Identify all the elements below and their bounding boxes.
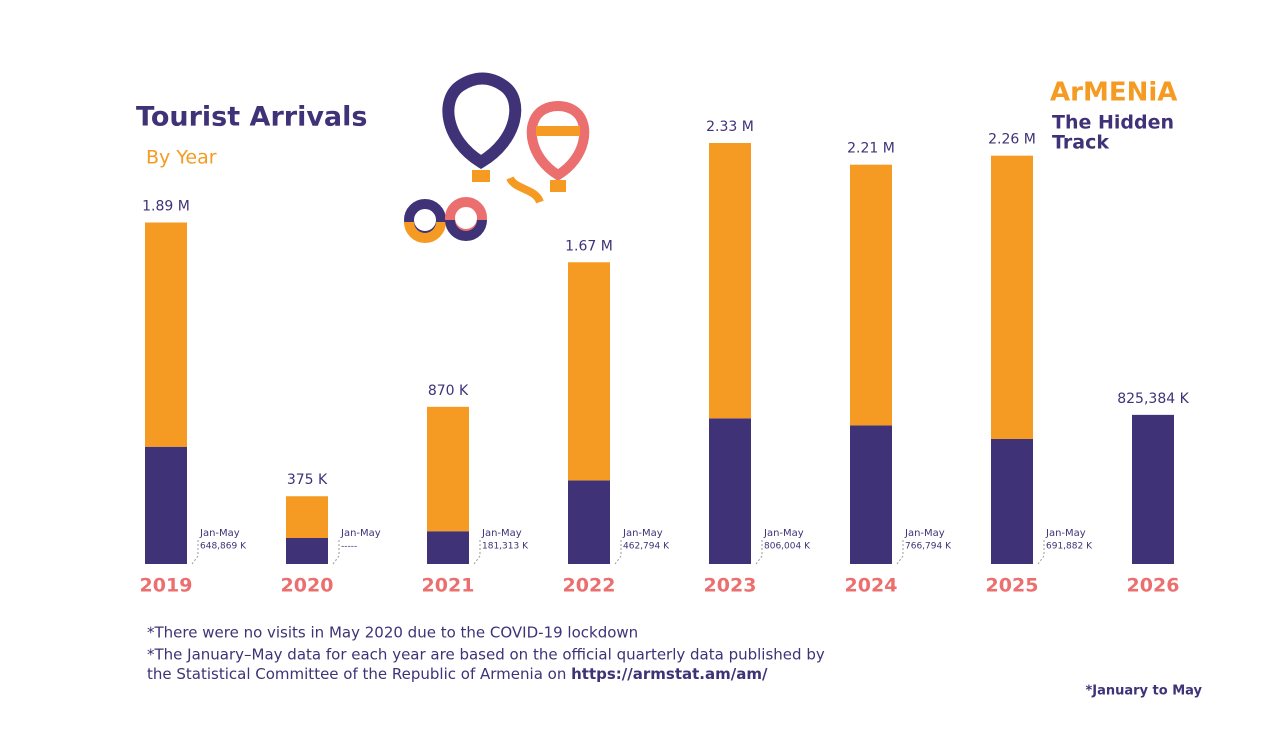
- year-label: 2025: [986, 575, 1039, 597]
- leader-line: [614, 538, 622, 565]
- value-label: 648,869 K: [200, 542, 247, 552]
- chart-subtitle: By Year: [146, 147, 217, 169]
- bar-segment: [145, 222, 187, 447]
- leader-line: [191, 538, 199, 565]
- total-label: 2.21 M: [847, 141, 895, 157]
- bar-segment: [850, 164, 892, 426]
- bar-segment: [709, 418, 751, 564]
- bar-segment: [1132, 414, 1174, 564]
- value-label: -----: [341, 542, 357, 552]
- bar-segment: [568, 480, 610, 564]
- note: *There were no visits in May 2020 due to…: [147, 624, 638, 642]
- value-label: 691,882 K: [1046, 542, 1093, 552]
- bar-segment: [709, 143, 751, 419]
- total-label: 2.26 M: [988, 132, 1036, 148]
- value-label: 181,313 K: [482, 542, 529, 552]
- chart-title: Tourist Arrivals: [136, 102, 367, 133]
- year-label: 2021: [422, 575, 475, 597]
- leader-line: [1037, 538, 1045, 565]
- year-label: 2026: [1127, 575, 1180, 597]
- note: *The January–May data for each year are …: [147, 646, 825, 664]
- bar-segment: [991, 155, 1033, 439]
- series-label: Jan-May: [199, 528, 240, 539]
- bar-segment: [427, 406, 469, 532]
- bar-segment: [145, 446, 187, 564]
- series-label: Jan-May: [763, 528, 804, 539]
- total-label: 825,384 K: [1117, 391, 1189, 407]
- leader-line: [896, 538, 904, 565]
- year-label: 2022: [563, 575, 616, 597]
- year-label: 2019: [140, 575, 193, 597]
- total-label: 1.89 M: [142, 199, 190, 215]
- brand-tagline: The Hidden: [1052, 112, 1174, 134]
- total-label: 870 K: [428, 383, 469, 399]
- bar-segment: [286, 496, 328, 538]
- brand-tagline: Track: [1052, 132, 1109, 154]
- value-label: 462,794 K: [623, 542, 670, 552]
- bar-segment: [850, 425, 892, 564]
- footnote: *January to May: [1085, 684, 1202, 699]
- value-label: 806,004 K: [764, 542, 811, 552]
- year-label: 2023: [704, 575, 757, 597]
- balloon-decoration: [404, 72, 590, 243]
- year-label: 2020: [281, 575, 334, 597]
- series-label: Jan-May: [340, 528, 381, 539]
- bar-segment: [286, 537, 328, 564]
- brand-name: ArMENiA: [1050, 78, 1177, 108]
- leader-line: [755, 538, 763, 565]
- leader-line: [332, 538, 340, 565]
- total-label: 1.67 M: [565, 238, 613, 254]
- year-label: 2024: [845, 575, 898, 597]
- series-label: Jan-May: [481, 528, 522, 539]
- note: the Statistical Committee of the Republi…: [147, 665, 566, 683]
- series-label: Jan-May: [904, 528, 945, 539]
- value-label: 766,794 K: [905, 542, 952, 552]
- leader-line: [473, 538, 481, 565]
- total-label: 375 K: [287, 472, 328, 488]
- source-link[interactable]: https://armstat.am/am/: [571, 665, 768, 683]
- bar-segment: [568, 262, 610, 481]
- bar-segment: [991, 438, 1033, 564]
- series-label: Jan-May: [1045, 528, 1086, 539]
- total-label: 2.33 M: [706, 119, 754, 135]
- note: the Statistical Committee of the Republi…: [147, 665, 768, 683]
- series-label: Jan-May: [622, 528, 663, 539]
- bar-segment: [427, 531, 469, 564]
